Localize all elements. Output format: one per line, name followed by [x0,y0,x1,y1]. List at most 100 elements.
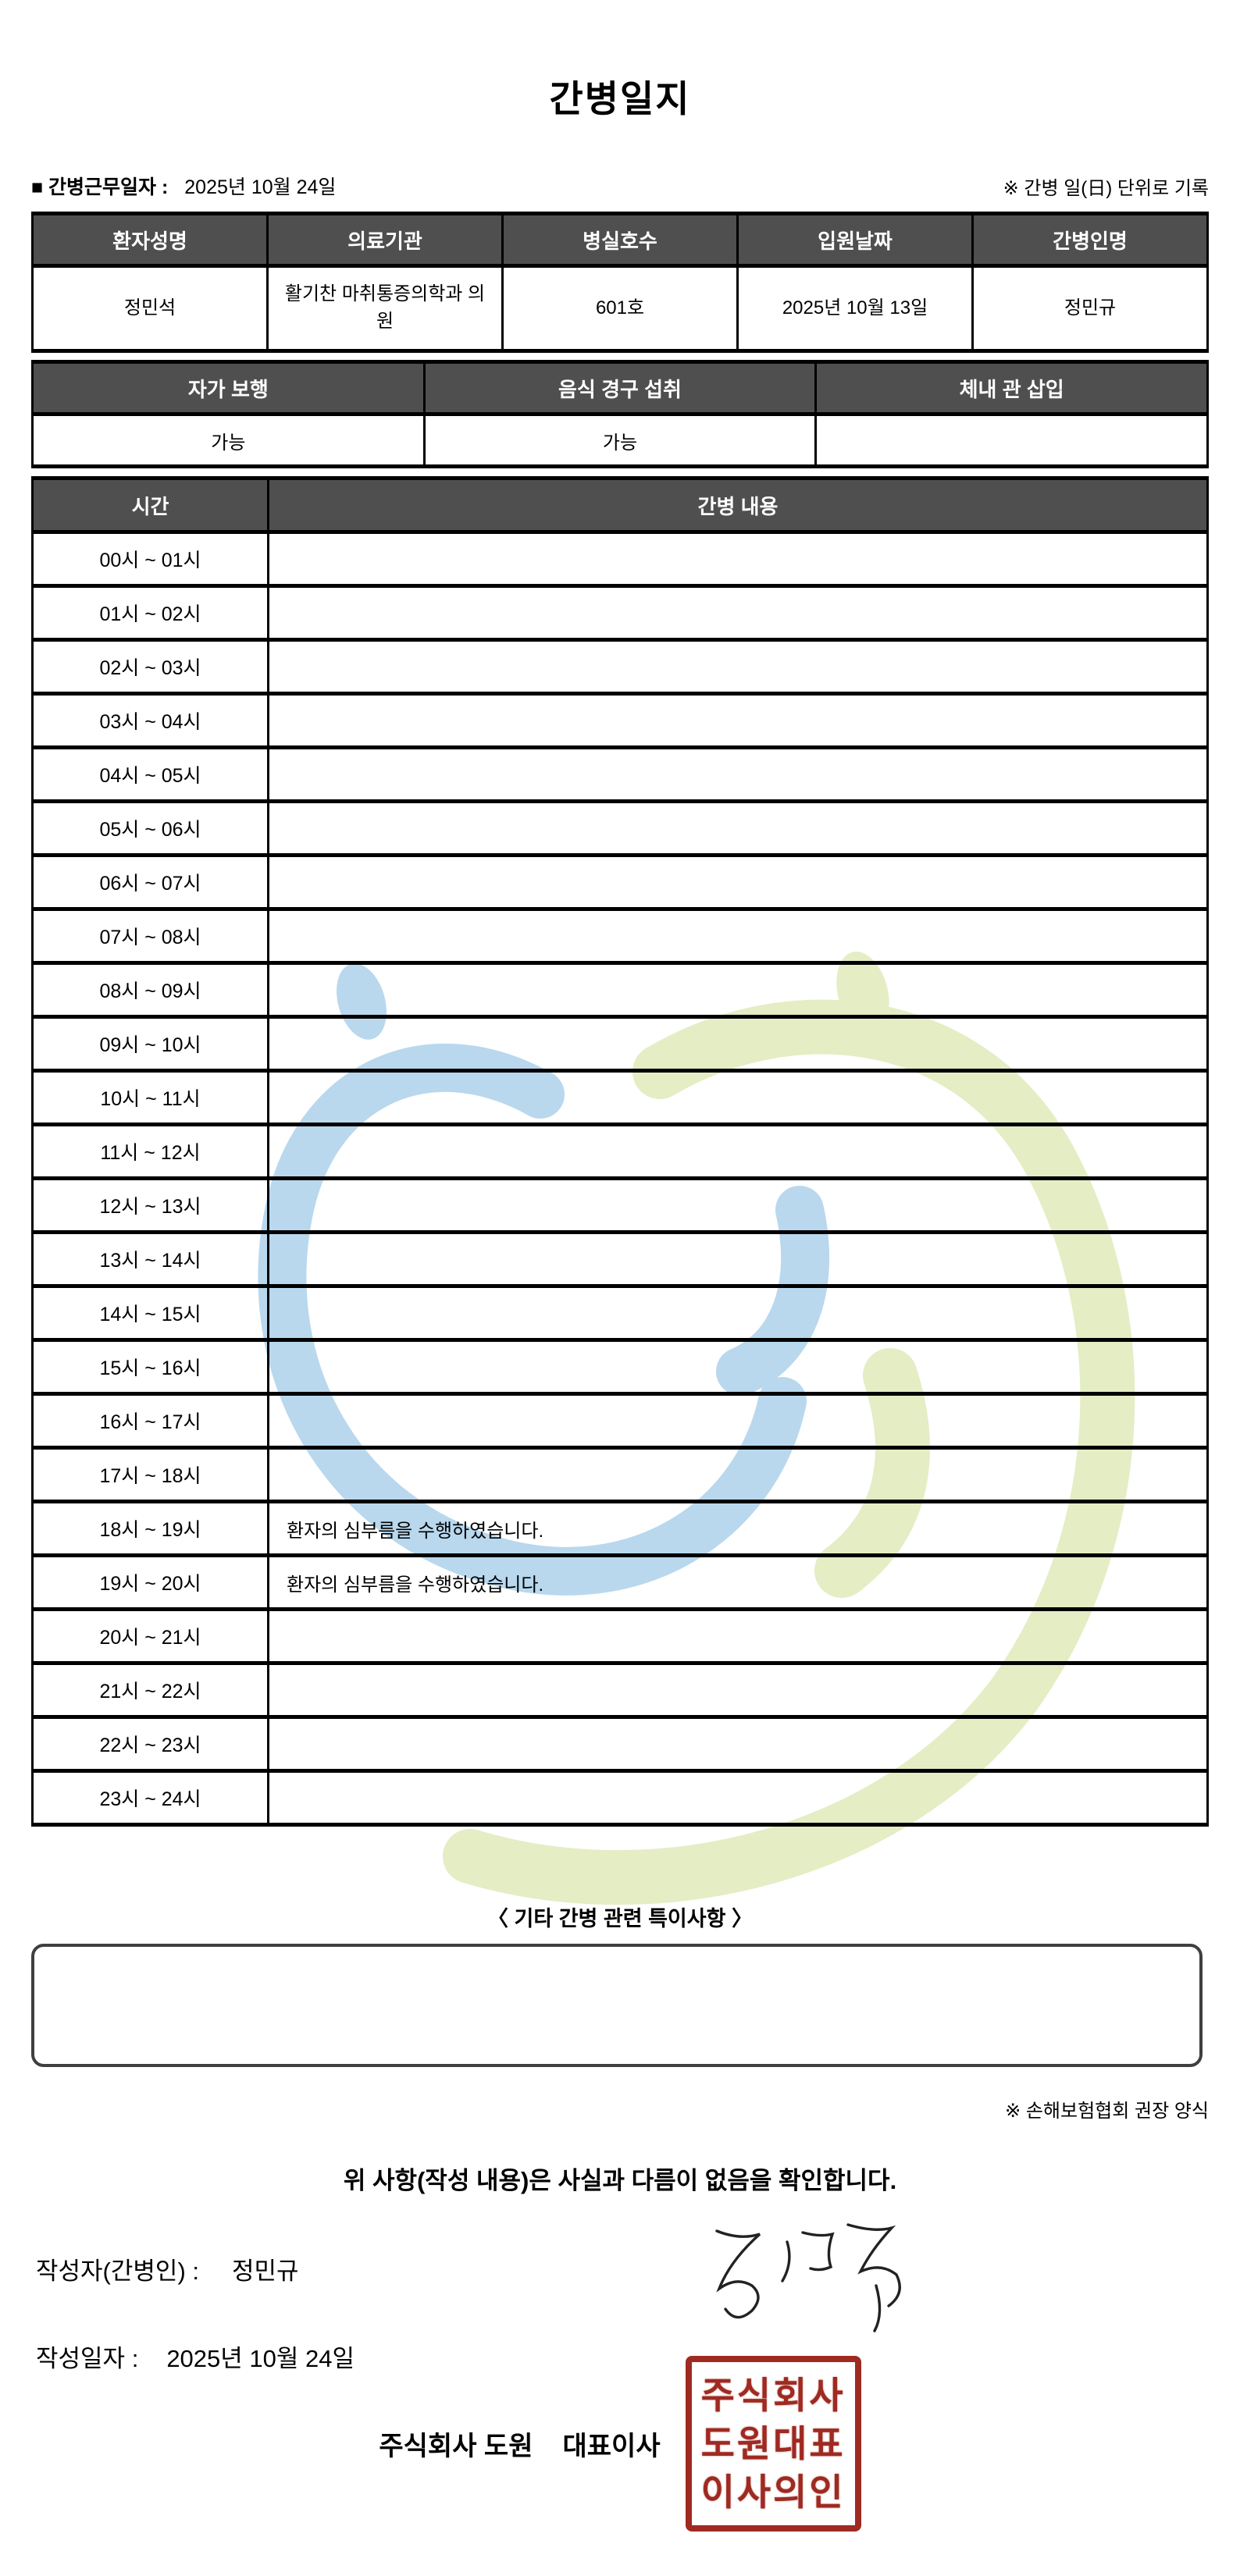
care-log-row: 20시 ~ 21시 [31,1607,1209,1665]
care-log-row: 15시 ~ 16시 [31,1338,1209,1396]
care-log-row: 00시 ~ 01시 [31,530,1209,588]
value-medical-institution: 활기찬 마취통증의학과 의원 [266,264,504,353]
care-log-content [267,799,1209,857]
care-log-time: 21시 ~ 22시 [31,1661,269,1719]
written-date-value: 2025년 10월 24일 [166,2345,355,2372]
value-oral-intake: 가능 [422,412,818,468]
value-patient-name: 정민석 [31,264,269,353]
header-caregiver-name: 간병인명 [971,212,1209,268]
patient-status-header-row: 자가 보행 음식 경구 섭취 체내 관 삽입 [31,360,1209,416]
care-log-row: 16시 ~ 17시 [31,1392,1209,1450]
care-log-time: 00시 ~ 01시 [31,530,269,588]
care-log-content [267,1176,1209,1234]
header-room-number: 병실호수 [501,212,739,268]
log-table-body: 00시 ~ 01시 01시 ~ 02시 02시 ~ 03시 03시 ~ 04시 … [31,530,1209,1827]
handwritten-signature [715,2223,901,2332]
care-log-content [267,692,1209,749]
care-log-content [267,638,1209,696]
care-log-content [267,745,1209,803]
care-log-row: 04시 ~ 05시 [31,745,1209,803]
patient-info-header-row: 환자성명 의료기관 병실호수 입원날짜 간병인명 [31,212,1209,268]
stamp-line-2: 도원대표 [700,2422,846,2464]
value-admission-date: 2025년 10월 13일 [736,264,974,353]
header-tube-insertion: 체내 관 삽입 [814,360,1209,416]
care-log-content [267,584,1209,642]
care-log-row: 01시 ~ 02시 [31,584,1209,642]
written-date-label: 작성일자 : [36,2345,139,2372]
care-log-header-row: 시간 간병 내용 [31,476,1209,534]
extras-heading: 〈 기타 간병 관련 특이사항 〉 [487,1907,753,1930]
patient-status-value-row: 가능 가능 [31,412,1209,468]
company-name: 주식회사 도원 [379,2432,533,2461]
care-log-time: 04시 ~ 05시 [31,745,269,803]
care-log-content [267,1392,1209,1450]
care-log-time: 02시 ~ 03시 [31,638,269,696]
confirmation-statement: 위 사항(작성 내용)은 사실과 다름이 없음을 확인합니다. [343,2167,897,2194]
meta-row: ■ 간병근무일자 : 2025년 10월 24일 ※ 간병 일(日) 단위로 기… [31,172,1209,200]
care-log-content [267,853,1209,911]
care-log-content [267,1123,1209,1180]
care-log-row: 19시 ~ 20시 환자의 심부름을 수행하였습니다. [31,1553,1209,1611]
care-log-time: 06시 ~ 07시 [31,853,269,911]
care-log-time: 09시 ~ 10시 [31,1015,269,1073]
care-log-row: 10시 ~ 11시 [31,1069,1209,1126]
page-title: 간병일지 [549,78,691,119]
care-log-time: 07시 ~ 08시 [31,907,269,965]
care-work-date: ■ 간병근무일자 : 2025년 10월 24일 [31,172,336,200]
care-log-content [267,530,1209,588]
patient-status-table: 자가 보행 음식 경구 섭취 체내 관 삽입 가능 가능 [31,360,1209,468]
writer-label: 작성자(간병인) : [36,2258,199,2285]
header-self-walking: 자가 보행 [31,360,426,416]
care-log-row: 02시 ~ 03시 [31,638,1209,696]
care-log-content [267,1715,1209,1773]
care-log-content [267,1284,1209,1342]
care-log-row: 13시 ~ 14시 [31,1230,1209,1288]
care-log-time: 18시 ~ 19시 [31,1500,269,1557]
company-line: 주식회사 도원 대표이사 [379,2425,660,2463]
care-log-time: 14시 ~ 15시 [31,1284,269,1342]
care-log-content [267,1230,1209,1288]
written-date-line: 작성일자 : 2025년 10월 24일 [36,2339,355,2374]
insurance-form-note: ※ 손해보험협회 권장 양식 [1005,2101,1209,2122]
care-log-row: 08시 ~ 09시 [31,961,1209,1019]
value-tube-insertion [814,412,1209,468]
extras-notes-box [31,1944,1203,2067]
care-log-content [267,961,1209,1019]
care-work-date-label: ■ 간병근무일자 : [31,176,169,198]
care-log-row: 14시 ~ 15시 [31,1284,1209,1342]
company-seal-row: 주식회사 도원 대표이사 주식회사 도원대표 이사의인 [0,2356,1240,2532]
care-log-row: 09시 ~ 10시 [31,1015,1209,1073]
care-log-row: 21시 ~ 22시 [31,1661,1209,1719]
header-admission-date: 입원날짜 [736,212,974,268]
care-log-content [267,1069,1209,1126]
care-log-time: 03시 ~ 04시 [31,692,269,749]
care-log-time: 12시 ~ 13시 [31,1176,269,1234]
care-log-row: 11시 ~ 12시 [31,1123,1209,1180]
care-log-row: 06시 ~ 07시 [31,853,1209,911]
writer-name: 정민규 [232,2258,299,2285]
care-log-content: 환자의 심부름을 수행하였습니다. [267,1553,1209,1611]
care-log-time: 23시 ~ 24시 [31,1769,269,1827]
value-caregiver-name: 정민규 [971,264,1209,353]
daily-record-note: ※ 간병 일(日) 단위로 기록 [1003,177,1209,199]
stamp-line-3: 이사의인 [700,2471,846,2513]
care-work-date-value: 2025년 10월 24일 [184,176,337,198]
care-log-row: 23시 ~ 24시 [31,1769,1209,1827]
patient-info-value-row: 정민석 활기찬 마취통증의학과 의원 601호 2025년 10월 13일 정민… [31,264,1209,353]
header-medical-institution: 의료기관 [266,212,504,268]
care-log-row: 07시 ~ 08시 [31,907,1209,965]
care-log-time: 01시 ~ 02시 [31,584,269,642]
care-log-time: 13시 ~ 14시 [31,1230,269,1288]
corporate-seal-stamp: 주식회사 도원대표 이사의인 [685,2356,861,2532]
care-log-content: 환자의 심부름을 수행하였습니다. [267,1500,1209,1557]
care-log-row: 17시 ~ 18시 [31,1446,1209,1503]
care-log-content [267,1338,1209,1396]
writer-line: 작성자(간병인) : 정민규 [36,2251,299,2286]
care-log-time: 11시 ~ 12시 [31,1123,269,1180]
header-care-content: 간병 내용 [267,476,1209,534]
header-oral-intake: 음식 경구 섭취 [422,360,818,416]
value-self-walking: 가능 [31,412,426,468]
header-patient-name: 환자성명 [31,212,269,268]
care-log-row: 18시 ~ 19시 환자의 심부름을 수행하였습니다. [31,1500,1209,1557]
